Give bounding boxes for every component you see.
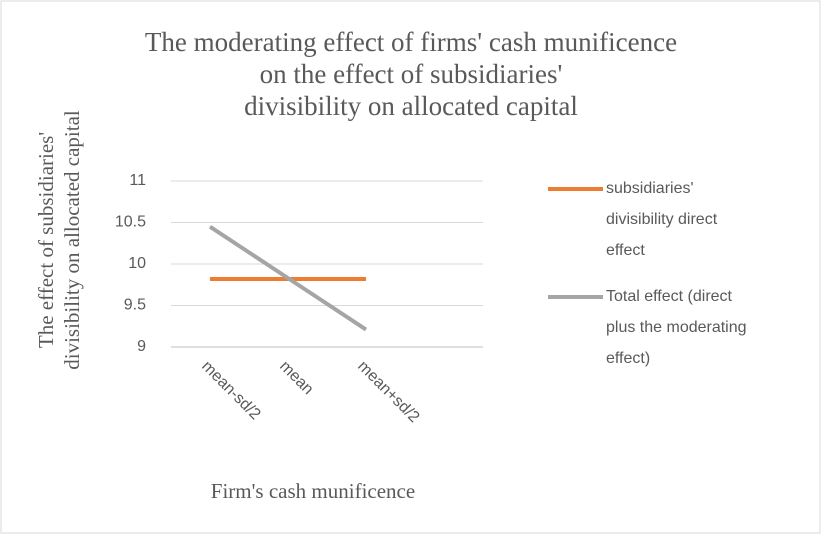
- series-line: [208, 224, 368, 332]
- x-axis-label: Firm's cash munificence: [211, 479, 415, 503]
- y-axis-label: divisibility on allocated capital: [60, 110, 84, 370]
- y-tick-label: 9.5: [124, 297, 146, 314]
- chart-title: on the effect of subsidiaries': [260, 59, 563, 89]
- y-axis-label: The effect of subsidiaries': [34, 132, 58, 348]
- y-tick-label: 9: [137, 338, 146, 355]
- chart-title: divisibility on allocated capital: [244, 91, 578, 121]
- y-tick-label: 10: [128, 255, 146, 272]
- y-tick-label: 11: [129, 172, 146, 189]
- legend-label: subsidiaries': [606, 180, 694, 197]
- legend-label: effect): [606, 350, 650, 367]
- legend-label: Total effect (direct: [606, 288, 733, 305]
- legend-label: plus the moderating: [606, 319, 747, 336]
- chart-title: The moderating effect of firms' cash mun…: [145, 27, 677, 57]
- y-tick-label: 10.5: [115, 214, 146, 231]
- legend-label: divisibility direct: [606, 211, 718, 228]
- legend-label: effect: [606, 242, 645, 259]
